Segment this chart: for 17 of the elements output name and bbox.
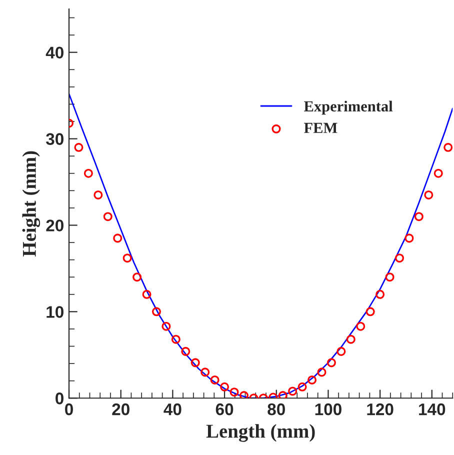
x-tick-label: 140	[419, 403, 446, 416]
y-tick-label: 0	[56, 392, 64, 404]
x-tick-label: 40	[164, 403, 182, 416]
y-tick-label: 30	[46, 133, 64, 145]
x-tick-label: 20	[112, 403, 130, 416]
x-tick-label: 120	[367, 403, 394, 416]
legend-label: FEM	[304, 122, 338, 133]
x-tick-label: 0	[65, 403, 73, 416]
x-tick-label: 100	[315, 403, 342, 416]
y-tick-label: 10	[46, 306, 64, 318]
y-axis-title: Height (mm)	[22, 151, 40, 256]
legend-label: Experimental	[304, 100, 393, 115]
x-axis-title: Length (mm)	[206, 424, 315, 442]
x-tick-label: 80	[268, 403, 285, 416]
x-tick-label: 60	[216, 403, 234, 416]
y-tick-label: 40	[46, 46, 64, 59]
y-tick-label: 20	[46, 220, 64, 232]
